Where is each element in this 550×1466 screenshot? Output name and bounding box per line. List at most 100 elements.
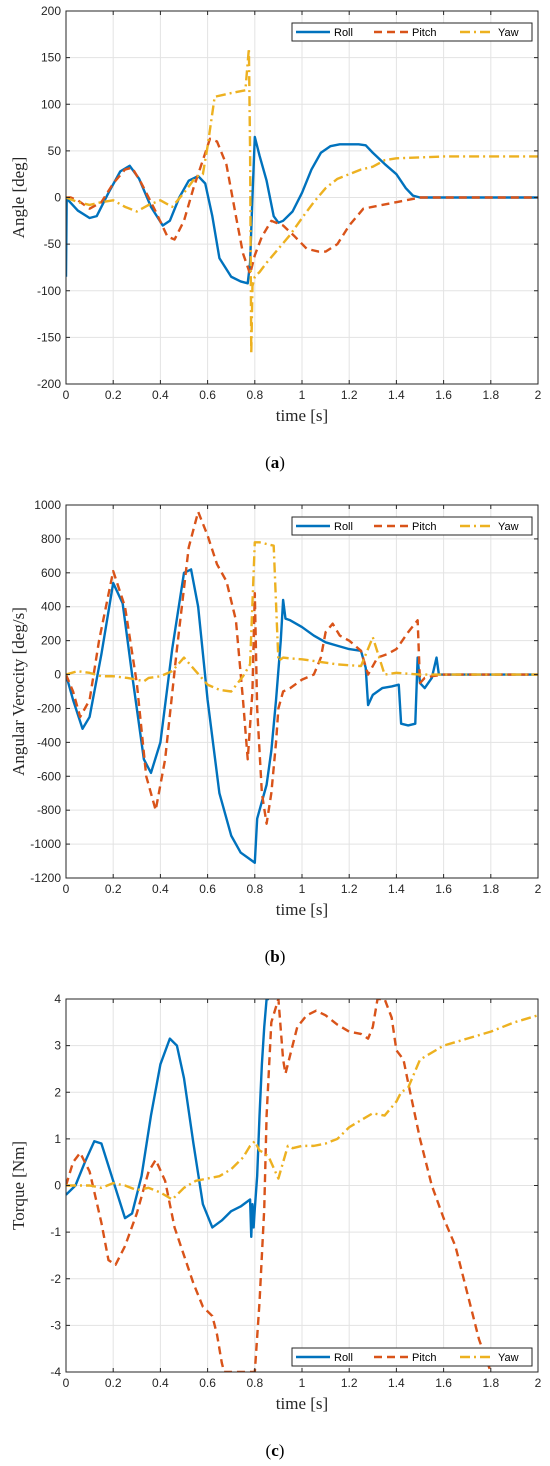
y-tick-label: 4 xyxy=(54,992,61,1006)
y-tick-label: -200 xyxy=(37,377,61,391)
x-axis-label: time [s] xyxy=(276,900,328,919)
x-axis-label: time [s] xyxy=(276,406,328,425)
x-tick-label: 1 xyxy=(299,1376,306,1390)
x-tick-label: 0 xyxy=(63,388,70,402)
series-line-pitch xyxy=(66,137,538,276)
legend: Roll Pitch Yaw xyxy=(291,22,533,42)
series-group xyxy=(66,47,538,356)
x-tick-label: 0.8 xyxy=(246,1376,263,1390)
y-tick-label: -400 xyxy=(37,735,61,749)
y-axis-label: Angle [deg] xyxy=(9,157,28,239)
legend-label-roll: Roll xyxy=(334,521,353,533)
legend-label-roll: Roll xyxy=(334,1352,353,1364)
torque-chart: 0 0.2 0.4 0.6 0.8 1 1.2 1.4 1.6 1.8 2 -4 -3 -2 -1 0 1 2 3 4… xyxy=(9,992,542,1460)
x-tick-label: 1.8 xyxy=(482,388,499,402)
y-tick-label: 3 xyxy=(54,1039,61,1053)
y-tick-label: -50 xyxy=(44,237,62,251)
series-line-roll xyxy=(66,999,269,1238)
y-tick-label: 200 xyxy=(41,4,61,18)
y-tick-label: 400 xyxy=(41,600,61,614)
y-tick-label: -100 xyxy=(37,284,61,298)
y-tick-label: 800 xyxy=(41,532,61,546)
angle-chart: 0 0.2 0.4 0.6 0.8 1 1.2 1.4 1.6 1.8 2 -200 -150 -100 -… xyxy=(9,4,542,472)
y-tick-label: 0 xyxy=(54,1179,61,1193)
x-tick-label: 1.8 xyxy=(482,1376,499,1390)
x-tick-label: 1 xyxy=(299,388,306,402)
y-axis-label: Angular Verocity [deg/s] xyxy=(9,607,28,776)
x-tick-label: 1.6 xyxy=(435,882,452,896)
y-tick-label: 2 xyxy=(54,1085,61,1099)
y-tick-label: 1 xyxy=(54,1132,61,1146)
legend-label-pitch: Pitch xyxy=(412,521,436,533)
x-tick-label: 0.6 xyxy=(199,882,216,896)
y-tick-label: -2 xyxy=(50,1272,61,1286)
x-tick-label: 0.4 xyxy=(152,388,169,402)
y-tick-label: 0 xyxy=(54,668,61,682)
series-line-pitch xyxy=(66,999,492,1372)
x-tick-label: 2 xyxy=(535,882,542,896)
x-axis-label: time [s] xyxy=(276,1394,328,1413)
y-tick-label: -600 xyxy=(37,769,61,783)
series-line-yaw xyxy=(66,541,538,693)
x-tick-label: 0 xyxy=(63,882,70,896)
figure-caption: (b) xyxy=(265,947,286,966)
y-tick-label: 0 xyxy=(54,191,61,205)
legend-box xyxy=(291,516,533,536)
y-tick-label: -3 xyxy=(50,1318,61,1332)
x-tick-label: 0.4 xyxy=(152,1376,169,1390)
legend-label-roll: Roll xyxy=(334,27,353,39)
y-tick-label: -150 xyxy=(37,330,61,344)
y-tick-label: -200 xyxy=(37,701,61,715)
series-line-yaw xyxy=(66,47,538,356)
y-tick-label: -4 xyxy=(50,1365,61,1379)
x-tick-label: 0.6 xyxy=(199,388,216,402)
x-tick-label: 0.6 xyxy=(199,1376,216,1390)
series-line-yaw xyxy=(66,1014,538,1201)
series-line-pitch xyxy=(66,510,538,825)
x-tick-label: 1.4 xyxy=(388,388,405,402)
x-tick-label: 2 xyxy=(535,1376,542,1390)
series-line-roll xyxy=(66,135,538,285)
x-tick-label: 1.6 xyxy=(435,388,452,402)
x-tick-label: 0.2 xyxy=(105,882,122,896)
x-tick-label: 1.4 xyxy=(388,882,405,896)
y-tick-label: 150 xyxy=(41,51,61,65)
y-tick-label: 50 xyxy=(48,144,62,158)
legend-label-yaw: Yaw xyxy=(498,521,519,533)
x-tick-label: 0.4 xyxy=(152,882,169,896)
y-tick-label: 100 xyxy=(41,97,61,111)
x-tick-label: 0 xyxy=(63,1376,70,1390)
legend: Roll Pitch Yaw xyxy=(291,1347,533,1367)
y-tick-label: 200 xyxy=(41,634,61,648)
x-tick-label: 1.6 xyxy=(435,1376,452,1390)
legend-label-yaw: Yaw xyxy=(498,27,519,39)
x-tick-label: 0.8 xyxy=(246,882,263,896)
y-tick-label: -1200 xyxy=(30,871,61,885)
legend-label-pitch: Pitch xyxy=(412,27,436,39)
legend-label-yaw: Yaw xyxy=(498,1352,519,1364)
figure-caption: (a) xyxy=(265,453,285,472)
y-tick-label: 1000 xyxy=(34,498,61,512)
series-group xyxy=(66,510,538,864)
series-line-roll xyxy=(66,568,538,864)
legend-box xyxy=(291,22,533,42)
legend-box xyxy=(291,1347,533,1367)
legend-label-pitch: Pitch xyxy=(412,1352,436,1364)
x-tick-label: 1.2 xyxy=(341,388,358,402)
y-tick-label: -800 xyxy=(37,803,61,817)
x-tick-label: 0.2 xyxy=(105,1376,122,1390)
x-tick-label: 1 xyxy=(299,882,306,896)
angular-velocity-chart: 0 0.2 0.4 0.6 0.8 1 1.2 1.4 1.6 1.8 2 -1200 -1000 -80… xyxy=(9,498,542,966)
x-tick-label: 1.2 xyxy=(341,1376,358,1390)
y-tick-label: 600 xyxy=(41,566,61,580)
x-tick-label: 0.8 xyxy=(246,388,263,402)
x-tick-label: 1.2 xyxy=(341,882,358,896)
x-tick-label: 2 xyxy=(535,388,542,402)
y-tick-label: -1 xyxy=(50,1225,61,1239)
y-tick-label: -1000 xyxy=(30,837,61,851)
y-axis-label: Torque [Nm] xyxy=(9,1141,28,1230)
figure-caption: (c) xyxy=(266,1441,285,1460)
series-group xyxy=(66,999,538,1372)
x-tick-label: 1.4 xyxy=(388,1376,405,1390)
